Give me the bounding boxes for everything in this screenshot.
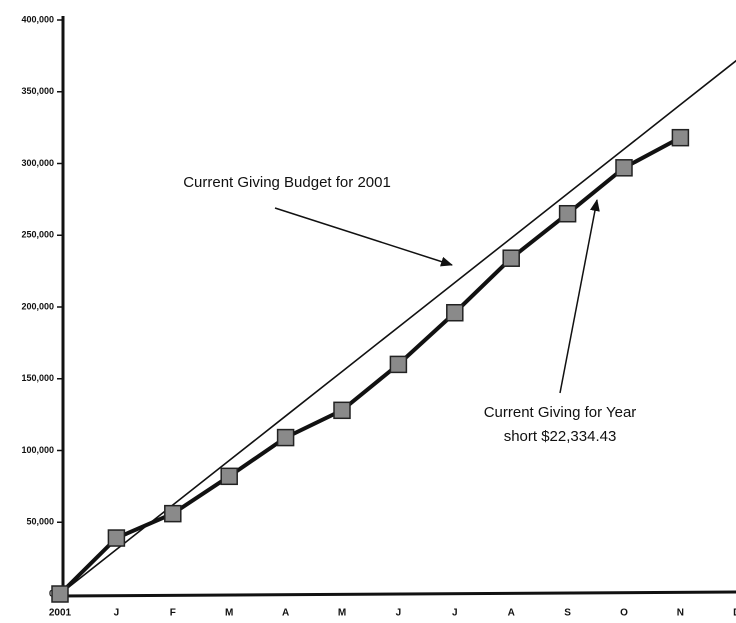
data-point: [389, 355, 408, 374]
series-line: [59, 59, 736, 595]
plot-area: 050,000100,000150,000200,000250,000300,0…: [21, 14, 736, 619]
data-point: [446, 303, 464, 322]
data-point: [276, 428, 295, 447]
annotation: Current Giving for Year: [484, 404, 637, 421]
y-tick-label: 250,000: [21, 230, 54, 240]
x-tick-label: F: [170, 608, 176, 619]
data-point: [333, 401, 351, 420]
x-tick-label: O: [620, 608, 628, 619]
x-tick-label: J: [396, 608, 402, 619]
x-tick-label: 2001: [49, 608, 72, 619]
data-point: [671, 128, 690, 147]
y-tick-label: 50,000: [26, 517, 54, 527]
x-tick-label: A: [282, 608, 289, 619]
x-tick-label: J: [114, 608, 120, 619]
annotation: Current Giving Budget for 2001: [183, 174, 391, 191]
y-tick-label: 300,000: [21, 158, 54, 168]
x-tick-label: M: [225, 608, 233, 619]
data-point: [558, 204, 577, 223]
annotation: short $22,334.43: [504, 428, 617, 445]
x-tick-label: A: [508, 608, 515, 619]
y-tick-label: 400,000: [21, 14, 54, 24]
data-point: [51, 585, 69, 603]
x-tick-label: D: [733, 608, 736, 619]
x-tick-label: M: [338, 608, 346, 619]
y-tick-label: 350,000: [21, 86, 54, 96]
annotation-arrow: [559, 199, 600, 394]
x-tick-label: N: [677, 608, 684, 619]
x-tick-label: S: [564, 608, 571, 619]
y-tick-label: 150,000: [21, 373, 54, 383]
y-tick-label: 200,000: [21, 301, 54, 311]
series-line: [58, 135, 682, 596]
y-tick-label: 100,000: [21, 445, 54, 455]
data-point: [615, 159, 633, 177]
x-tick-label: J: [452, 608, 458, 619]
data-point: [107, 529, 126, 547]
x-axis: [57, 590, 736, 598]
annotation-arrow: [274, 207, 453, 267]
data-point: [220, 467, 238, 486]
data-point: [502, 249, 520, 267]
data-point: [164, 504, 182, 523]
